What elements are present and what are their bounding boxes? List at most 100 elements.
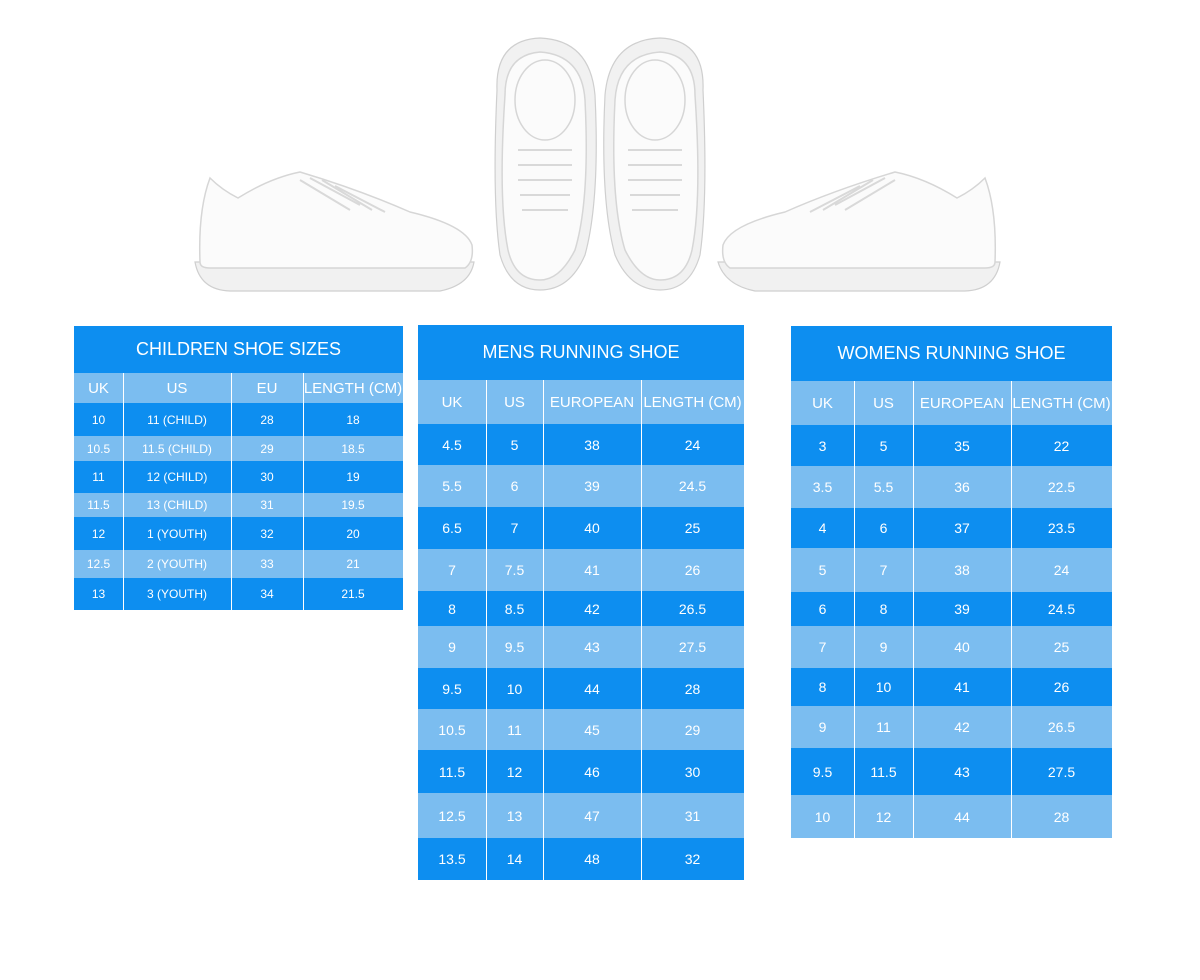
table-cell: 44	[543, 668, 641, 709]
table-cell: 9.5	[418, 668, 486, 709]
table-cell: 41	[913, 668, 1011, 706]
shoe-left-side	[194, 171, 475, 292]
table-cell: 24	[1011, 548, 1112, 592]
table-cell: 8.5	[486, 591, 543, 626]
table-cell: 32	[231, 517, 303, 550]
table-cell: 7	[854, 548, 913, 592]
column-separator	[913, 381, 914, 838]
shoe-right-side	[717, 171, 1001, 292]
table-cell: 12.5	[74, 550, 123, 578]
table-cell: 10	[854, 668, 913, 706]
table-cell: 9.5	[791, 748, 854, 795]
table-cell: 12.5	[418, 793, 486, 838]
table-cell: 23.5	[1011, 508, 1112, 548]
column-separator	[486, 380, 487, 880]
table-cell: 26.5	[1011, 706, 1112, 748]
table-cell: 27.5	[641, 626, 744, 668]
table-cell: 12	[486, 750, 543, 793]
table-cell: 48	[543, 838, 641, 880]
table-cell: 19.5	[303, 493, 403, 517]
table-cell: 13	[486, 793, 543, 838]
table-cell: 10	[486, 668, 543, 709]
column-header: US	[123, 373, 231, 403]
table-cell: 11.5	[854, 748, 913, 795]
table-cell: 9	[791, 706, 854, 748]
table-cell: 20	[303, 517, 403, 550]
table-cell: 22	[1011, 425, 1112, 466]
table-cell: 13	[74, 578, 123, 610]
column-header: LENGTH (CM)	[641, 380, 744, 424]
column-separator	[1011, 381, 1012, 838]
column-header: US	[854, 381, 913, 425]
table-cell: 13.5	[418, 838, 486, 880]
table-title: WOMENS RUNNING SHOE	[791, 326, 1112, 381]
table-cell: 30	[231, 461, 303, 493]
column-header: LENGTH (CM)	[1011, 381, 1112, 425]
table-cell: 11.5	[74, 493, 123, 517]
table-cell: 5	[486, 424, 543, 465]
table-cell: 11	[486, 709, 543, 750]
table-cell: 4.5	[418, 424, 486, 465]
table-cell: 3.5	[791, 466, 854, 508]
table-cell: 42	[913, 706, 1011, 748]
table-cell: 6	[854, 508, 913, 548]
table-cell: 21.5	[303, 578, 403, 610]
table-cell: 39	[913, 592, 1011, 626]
shoe-top-left	[494, 37, 597, 291]
column-separator	[123, 373, 124, 610]
table-cell: 9	[854, 626, 913, 668]
column-separator	[543, 380, 544, 880]
table-cell: 40	[543, 507, 641, 549]
table-cell: 18.5	[303, 436, 403, 461]
table-cell: 27.5	[1011, 748, 1112, 795]
column-header: US	[486, 380, 543, 424]
table-cell: 11	[74, 461, 123, 493]
table-cell: 29	[641, 709, 744, 750]
table-cell: 12	[74, 517, 123, 550]
table-cell: 39	[543, 465, 641, 507]
table-cell: 7	[486, 507, 543, 549]
table-cell: 11 (CHILD)	[123, 403, 231, 436]
table-cell: 5	[791, 548, 854, 592]
table-cell: 4	[791, 508, 854, 548]
table-cell: 26.5	[641, 591, 744, 626]
table-cell: 31	[231, 493, 303, 517]
table-cell: 5.5	[418, 465, 486, 507]
column-separator	[854, 381, 855, 838]
table-cell: 7	[418, 549, 486, 591]
table-cell: 43	[913, 748, 1011, 795]
table-title: MENS RUNNING SHOE	[418, 325, 744, 380]
table-cell: 41	[543, 549, 641, 591]
table-cell: 9.5	[486, 626, 543, 668]
table-cell: 6	[486, 465, 543, 507]
table-cell: 33	[231, 550, 303, 578]
table-cell: 34	[231, 578, 303, 610]
table-cell: 25	[1011, 626, 1112, 668]
table-cell: 38	[913, 548, 1011, 592]
table-cell: 36	[913, 466, 1011, 508]
table-cell: 10.5	[418, 709, 486, 750]
table-cell: 3	[791, 425, 854, 466]
table-cell: 35	[913, 425, 1011, 466]
column-header: UK	[418, 380, 486, 424]
table-cell: 30	[641, 750, 744, 793]
table-cell: 13 (CHILD)	[123, 493, 231, 517]
column-separator	[231, 373, 232, 610]
table-cell: 9	[418, 626, 486, 668]
table-cell: 1 (YOUTH)	[123, 517, 231, 550]
table-cell: 18	[303, 403, 403, 436]
column-separator	[641, 380, 642, 880]
column-header: UK	[791, 381, 854, 425]
table-cell: 11	[854, 706, 913, 748]
table-cell: 29	[231, 436, 303, 461]
table-cell: 45	[543, 709, 641, 750]
table-cell: 26	[641, 549, 744, 591]
table-cell: 10.5	[74, 436, 123, 461]
shoe-top-right	[603, 37, 706, 291]
table-cell: 40	[913, 626, 1011, 668]
table-cell: 28	[231, 403, 303, 436]
table-cell: 32	[641, 838, 744, 880]
table-cell: 22.5	[1011, 466, 1112, 508]
column-header: EU	[231, 373, 303, 403]
table-cell: 24	[641, 424, 744, 465]
